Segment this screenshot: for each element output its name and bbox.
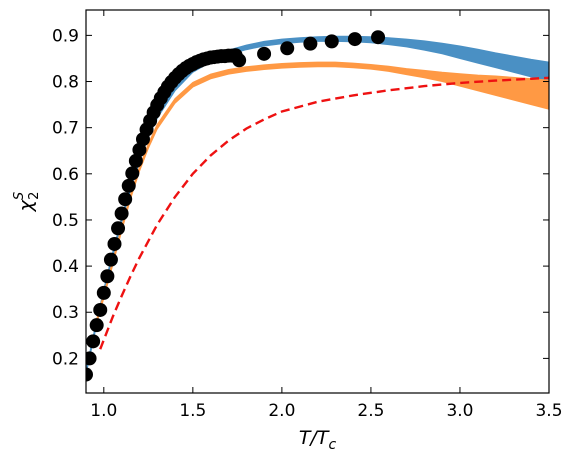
data-point	[232, 53, 247, 68]
y-tick-label: 0.8	[52, 73, 79, 93]
data-point	[132, 142, 147, 157]
y-axis-label-base: χ	[15, 199, 37, 212]
y-tick-label: 0.7	[52, 119, 79, 139]
data-point	[89, 318, 104, 333]
y-axis-label-sup: S	[12, 192, 27, 200]
series-dashed-2	[99, 76, 549, 350]
data-point	[114, 206, 129, 221]
data-point	[121, 178, 136, 193]
data-point	[280, 41, 295, 56]
y-axis-label-sub: 2	[27, 192, 42, 200]
y-tick-label: 0.3	[52, 303, 79, 323]
x-tick-label: 1.5	[179, 401, 206, 421]
data-point	[93, 302, 108, 317]
series-band-1	[94, 61, 549, 330]
data-point	[128, 153, 143, 168]
y-tick-label: 0.5	[52, 211, 79, 231]
data-point	[257, 46, 272, 61]
x-axis-label-base: T/T	[299, 427, 330, 449]
x-tick-label: 2.5	[357, 401, 384, 421]
data-point	[107, 236, 122, 251]
x-tick-label: 3.0	[446, 401, 473, 421]
data-point	[86, 334, 101, 349]
data-point	[96, 285, 111, 300]
x-tick-label: 2.0	[268, 401, 295, 421]
x-tick-label: 1.0	[90, 401, 117, 421]
data-point	[118, 192, 133, 207]
x-tick-label: 3.5	[535, 401, 562, 421]
y-tick-label: 0.9	[52, 26, 79, 46]
data-point	[303, 36, 318, 51]
x-axis-label: T/Tc	[299, 427, 337, 453]
y-axis-label: χS2	[12, 192, 42, 213]
y-tick-label: 0.4	[52, 257, 79, 277]
y-tick-label: 0.6	[52, 165, 79, 185]
x-axis-label-sub: c	[328, 437, 336, 453]
data-point	[347, 32, 362, 47]
ticks-layer: 1.0 1.5 2.0 2.5 3.0 3.5 0.2 0.3 0.4 0.5 0.6 0.7 0.8 0…	[52, 10, 563, 421]
data-point	[86, 367, 93, 382]
plot-frame	[85, 9, 550, 394]
data-point	[100, 269, 115, 284]
data-point	[371, 30, 386, 45]
plot-layer	[86, 30, 549, 382]
data-point	[111, 221, 126, 236]
data-point	[103, 252, 118, 267]
data-point	[125, 166, 140, 181]
data-point	[324, 34, 339, 49]
y-tick-label: 0.2	[52, 349, 79, 369]
